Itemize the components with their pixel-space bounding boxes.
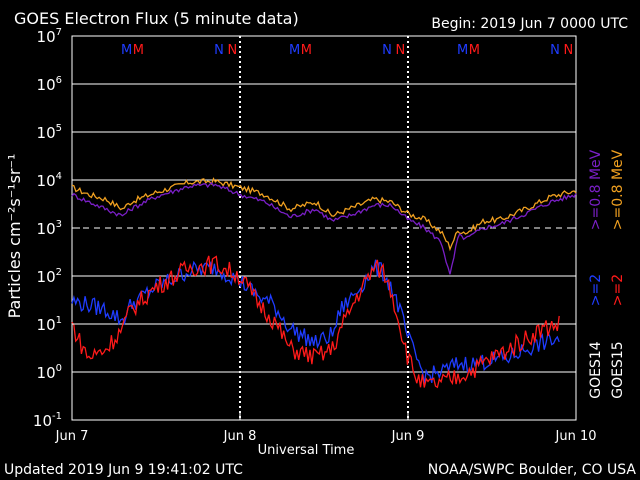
- magnetopause-marker-label: M: [469, 43, 480, 58]
- y-tick-label: 100: [37, 363, 62, 382]
- y-tick-label: 104: [37, 171, 62, 190]
- y-tick-label: 102: [37, 267, 62, 286]
- x-axis-label: Universal Time: [258, 443, 355, 458]
- x-tick-label: Jun 7: [55, 429, 89, 444]
- y-tick-label: 105: [37, 123, 62, 142]
- legend-entry: >=2: [610, 274, 626, 306]
- legend-entry: >=0.8 MeV: [610, 149, 626, 230]
- magnetopause-marker-label: M: [457, 43, 468, 58]
- legend-entry: >=2: [588, 274, 604, 306]
- y-tick-label: 107: [37, 27, 62, 46]
- magnetopause-marker-label: N: [228, 43, 238, 58]
- magnetopause-marker-label: M: [133, 43, 144, 58]
- legend-entry: GOES14: [588, 341, 604, 399]
- magnetopause-marker-label: M: [301, 43, 312, 58]
- x-axis-ticks: Jun 7 Jun 8 Jun 9 Jun 10: [55, 412, 597, 444]
- grid-lines: [72, 83, 576, 373]
- day-markers: [239, 36, 409, 420]
- credit-label: NOAA/SWPC Boulder, CO USA: [428, 462, 637, 478]
- legend-entry: GOES15: [610, 341, 626, 398]
- y-axis-label: Particles cm⁻²s⁻¹sr⁻¹: [5, 154, 24, 319]
- magnetopause-marker-label: M: [121, 43, 132, 58]
- y-tick-label: 10-1: [33, 411, 62, 430]
- x-tick-label: Jun 10: [555, 429, 597, 444]
- begin-time-label: Begin: 2019 Jun 7 0000 UTC: [431, 16, 628, 32]
- x-tick-label: Jun 9: [391, 429, 425, 444]
- x-tick-label: Jun 8: [223, 429, 257, 444]
- magnetopause-marker-label: N: [550, 43, 560, 58]
- legend: >=0.8 MeV >=0.8 MeV >=2 >=2 GOES14 GOES15: [588, 149, 626, 398]
- magnetopause-marker-label: N: [564, 43, 574, 58]
- y-tick-label: 103: [37, 219, 62, 238]
- magnetopause-marker-label: M: [289, 43, 300, 58]
- y-axis-ticks: 10-1 100 101 102 103 104 105 106 107: [33, 27, 576, 430]
- series-line-goes15_ge2: [71, 255, 560, 389]
- y-tick-label: 106: [37, 75, 62, 94]
- magnetopause-marker-label: N: [396, 43, 406, 58]
- series-line-goes14_ge08: [71, 181, 577, 275]
- legend-entry: >=0.8 MeV: [588, 149, 604, 230]
- magnetopause-marker-label: N: [214, 43, 224, 58]
- series-group: [71, 177, 577, 389]
- series-line-goes15_ge08: [71, 177, 577, 252]
- y-tick-label: 101: [37, 315, 62, 334]
- magnetopause-marker-label: N: [382, 43, 392, 58]
- chart-title: GOES Electron Flux (5 minute data): [14, 9, 299, 28]
- updated-label: Updated 2019 Jun 9 19:41:02 UTC: [4, 462, 243, 478]
